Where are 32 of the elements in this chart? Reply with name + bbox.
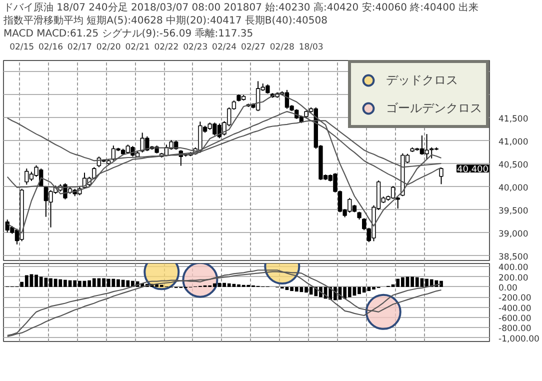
- x-tick-label: 02/27: [240, 42, 266, 52]
- legend-label: デッドクロス: [386, 72, 458, 88]
- y-tick-label: 40,500: [498, 160, 528, 170]
- x-tick-label: 02/17: [67, 42, 92, 52]
- text: 40,400: [457, 165, 489, 176]
- y-tick-label: -800.00: [498, 324, 532, 334]
- y-tick-label: 400.00: [498, 263, 528, 274]
- x-tick-label: 02/21: [125, 42, 150, 52]
- y-tick-label: 38,500: [498, 252, 528, 262]
- y-tick-label: 39,000: [498, 229, 528, 240]
- x-tick-label: 02/20: [96, 42, 121, 52]
- y-tick-label: 39,500: [498, 206, 528, 216]
- x-tick-label: 02/23: [183, 42, 208, 52]
- x-tick-label: 02/28: [270, 42, 294, 52]
- y-tick-label: -400.00: [498, 304, 532, 314]
- y-tick-label: -200.00: [498, 294, 532, 304]
- y-tick-label: 0.00: [498, 283, 518, 294]
- chart-subtitle: 指数平滑移動平均 短期A(5):40628 中期(20):40417 長期B(40):40508: [2, 14, 328, 26]
- legend-label: ゴールデンクロス: [386, 100, 482, 116]
- y-tick-label: 41,000: [498, 137, 528, 148]
- y-tick-label: -1,000.00: [498, 334, 540, 344]
- x-tick-label: 02/15: [10, 42, 34, 52]
- y-tick-label: -600.00: [498, 314, 532, 324]
- x-tick-label: 02/22: [154, 42, 179, 52]
- y-tick-label: 41,500: [498, 114, 528, 124]
- text: MACD MACD:61.25 シグナル(9):-56.09 乖離:117.35: [4, 28, 254, 40]
- y-tick-label: 200.00: [498, 273, 528, 284]
- y-tick-label: 40,000: [498, 183, 528, 194]
- x-tick-label: 02/16: [38, 42, 63, 52]
- chart-title: ドバイ原油 18/07 240分足 2018/03/07 08:00 201807 始:40230 高:40420 安:40060 終:40400 出来: [4, 2, 479, 14]
- x-tick-label: 18/03: [298, 42, 324, 52]
- x-tick-label: 02/24: [212, 42, 237, 52]
